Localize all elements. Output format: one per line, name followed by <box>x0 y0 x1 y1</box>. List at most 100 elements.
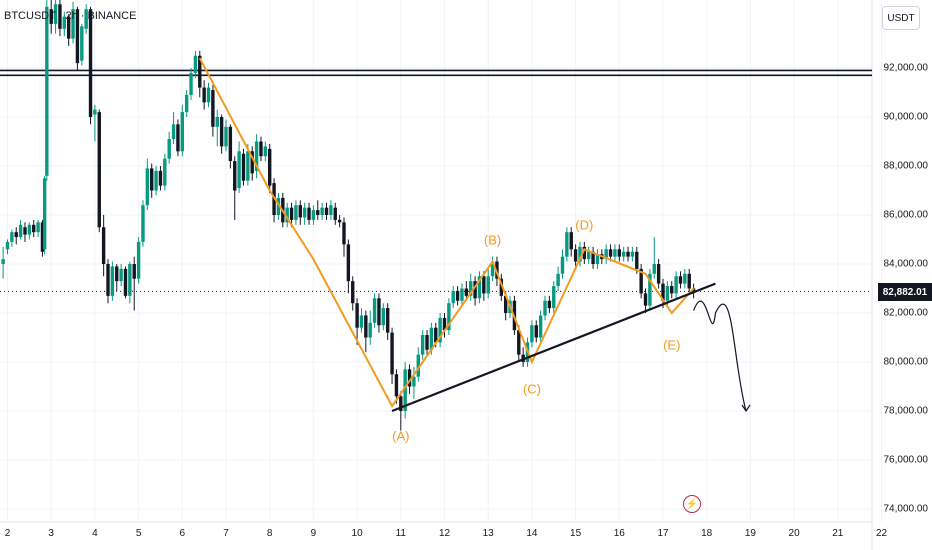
candle-body <box>556 273 560 287</box>
candle-body <box>224 126 228 147</box>
candle-body <box>569 232 573 250</box>
candle-body <box>630 251 635 257</box>
candle-body <box>442 317 447 331</box>
candle-body <box>683 273 687 284</box>
price-tick-label: 82,000.00 <box>883 307 929 319</box>
date-tick-label: 21 <box>832 528 844 539</box>
candle-body <box>233 161 237 191</box>
candle-body <box>320 207 324 215</box>
candle-body <box>27 224 32 235</box>
candle-body <box>438 317 442 343</box>
current-price-label: 82,882.01 <box>878 283 932 301</box>
candle-body <box>394 374 399 397</box>
candle-body <box>246 151 250 181</box>
date-tick-label: 3 <box>48 528 54 539</box>
candle-body <box>289 207 294 220</box>
date-tick-label: 12 <box>438 528 451 539</box>
candle-body <box>119 268 123 282</box>
candle-body <box>613 249 617 257</box>
flash-event-icon[interactable]: ⚡ <box>683 495 701 513</box>
candle-body <box>23 227 27 235</box>
candle-body <box>40 222 45 252</box>
candle-body <box>250 151 254 174</box>
candle-body <box>268 148 272 186</box>
date-tick-label: 7 <box>223 528 229 539</box>
candle-body <box>259 141 263 157</box>
candle-body <box>180 112 184 152</box>
support-trendline <box>391 282 716 413</box>
candle-body <box>670 286 674 294</box>
candle-body <box>434 327 438 343</box>
candle-body <box>617 249 621 257</box>
candle-body <box>412 376 416 387</box>
projection-arrowhead <box>741 404 751 413</box>
candle-body <box>503 295 508 313</box>
date-tick-label: 16 <box>613 528 625 539</box>
candle-body <box>202 87 206 103</box>
candle-body <box>621 251 626 257</box>
candle-body <box>158 170 163 186</box>
candle-body <box>460 288 464 301</box>
candle-body <box>84 9 88 29</box>
candle-body <box>552 286 556 309</box>
candle-body <box>425 335 429 350</box>
candle-body <box>652 264 656 274</box>
projection-path <box>693 300 747 412</box>
candle-body <box>665 286 670 301</box>
candle-body <box>661 283 665 301</box>
candle-body <box>62 16 67 29</box>
candle-body <box>573 249 578 262</box>
wave-label: (E) <box>663 337 681 353</box>
candle-body <box>93 109 97 115</box>
elliott-wave-path <box>198 57 695 409</box>
candle-body <box>150 168 154 191</box>
candle-body <box>241 153 246 181</box>
candle-body <box>71 9 75 39</box>
candle-body <box>206 87 211 103</box>
candle-body <box>626 251 630 257</box>
symbol-title: BTCUSDT · 2h · BINANCE <box>4 10 137 22</box>
candle-body <box>635 251 639 269</box>
candle-body <box>18 224 23 238</box>
candle-body <box>316 210 320 215</box>
candle-body <box>1 259 5 264</box>
date-tick-label: 22 <box>875 528 888 539</box>
candle-body <box>285 207 289 223</box>
candle-body <box>604 249 608 260</box>
candle-body <box>595 254 600 264</box>
candle-body <box>163 158 167 186</box>
candle-body <box>359 315 364 328</box>
candle-body <box>578 246 582 262</box>
candle-body <box>390 332 394 375</box>
date-tick-label: 6 <box>179 528 186 539</box>
candle-body <box>517 330 521 355</box>
candle-body <box>451 290 455 304</box>
candle-body <box>141 205 145 242</box>
date-tick-label: 8 <box>266 528 273 539</box>
candle-body <box>10 232 14 242</box>
candle-body <box>53 4 58 24</box>
candle-body <box>565 232 569 257</box>
candle-body <box>58 4 62 29</box>
candle-body <box>154 170 158 191</box>
candle-body <box>473 281 477 299</box>
candle-body <box>547 300 552 309</box>
currency-selector[interactable]: USDT <box>882 6 920 30</box>
candle-body <box>656 264 661 284</box>
candle-body <box>455 290 460 301</box>
candle-body <box>128 264 132 296</box>
candle-body <box>538 315 543 338</box>
candle-body <box>97 112 101 228</box>
candle-body <box>385 308 390 333</box>
price-tick-label: 92,000.00 <box>883 62 929 74</box>
wave-label: (A) <box>392 428 410 443</box>
candle-body <box>106 264 110 296</box>
candle-body <box>75 9 80 64</box>
candle-body <box>115 266 119 282</box>
candle-body <box>587 251 591 260</box>
candle-body <box>32 224 36 233</box>
candle-body <box>136 241 141 279</box>
candle-body <box>237 151 241 189</box>
candle-body <box>219 117 224 147</box>
